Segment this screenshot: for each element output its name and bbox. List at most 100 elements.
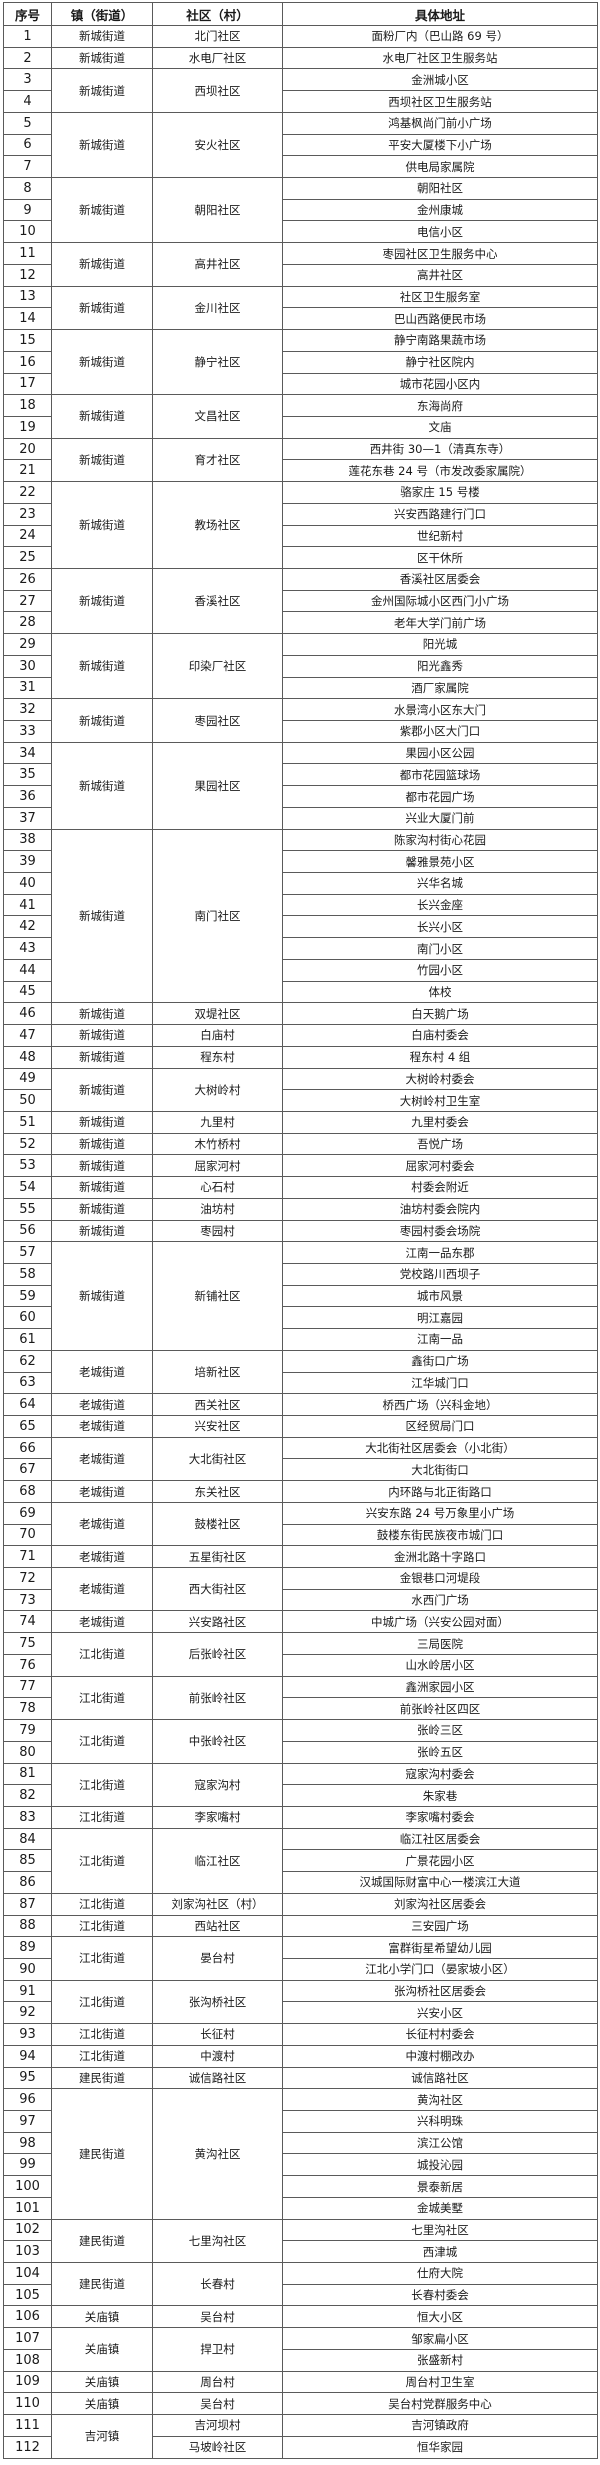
table-row: 89 江北街道 晏台村 富群街星希望幼儿园 xyxy=(3,1936,598,1981)
row-number: 20 xyxy=(3,437,52,461)
row-number: 26 xyxy=(3,567,52,591)
address-cell: 村委会附近 xyxy=(282,1176,598,1199)
community-cell: 李家嘴村 xyxy=(152,1805,283,1829)
row-number: 56 xyxy=(3,1219,52,1243)
row-number: 71 xyxy=(3,1545,52,1569)
community-cell: 水电厂社区 xyxy=(152,46,283,70)
community-cell: 兴安路社区 xyxy=(152,1610,283,1634)
row-number: 34 xyxy=(3,741,52,765)
community-cell: 育才社区 xyxy=(152,437,283,483)
header-no: 序号 xyxy=(3,2,52,26)
row-number: 25 xyxy=(3,546,52,569)
row-number: 58 xyxy=(3,1262,52,1286)
address-cell: 张沟桥社区居委会 xyxy=(282,1979,598,2003)
table-row: 38 新城街道 南门社区 陈家沟村街心花园 xyxy=(3,828,598,1004)
address-cell: 城市风景 xyxy=(282,1284,598,1308)
address-cell: 供电局家属院 xyxy=(282,155,598,179)
table-row: 95 建民街道 诚信路社区 诚信路社区 xyxy=(3,2066,598,2090)
town-cell: 关庙镇 xyxy=(51,2327,153,2372)
town-cell: 江北街道 xyxy=(51,1892,153,1916)
table-row: 9 金州康城 xyxy=(3,198,598,222)
row-number: 98 xyxy=(3,2131,52,2155)
table-row: 15 新城街道 静宁社区 静宁南路果蔬市场 xyxy=(3,329,598,396)
address-cell: 阳光城 xyxy=(282,633,598,656)
address-cell: 城投沁园 xyxy=(282,2153,598,2177)
row-number: 40 xyxy=(3,872,52,895)
row-number: 27 xyxy=(3,589,52,613)
table-row: 11 新城街道 高井社区 枣园社区卫生服务中心 xyxy=(3,242,598,287)
community-cell: 黄沟社区 xyxy=(152,2088,283,2220)
address-cell: 平安大厦楼下小广场 xyxy=(282,133,598,157)
row-number: 41 xyxy=(3,893,52,917)
table-row: 42 长兴小区 xyxy=(3,915,598,939)
address-cell: 面粉厂内（巴山路 69 号） xyxy=(282,25,598,48)
community-cell: 油坊村 xyxy=(152,1197,283,1221)
address-cell: 鼓楼东街民族夜市城门口 xyxy=(282,1523,598,1547)
town-cell: 新城街道 xyxy=(51,1219,153,1243)
community-cell: 九里村 xyxy=(152,1110,283,1134)
table-row: 61 江南一品 xyxy=(3,1328,598,1351)
row-number: 44 xyxy=(3,958,52,982)
community-cell: 白庙村 xyxy=(152,1024,283,1047)
community-cell: 前张岭社区 xyxy=(152,1675,283,1721)
town-cell: 新城街道 xyxy=(51,1241,153,1351)
town-cell: 老城街道 xyxy=(51,1610,153,1634)
row-number: 90 xyxy=(3,1957,52,1981)
address-cell: 枣园社区卫生服务中心 xyxy=(282,242,598,265)
address-cell: 富群街星希望幼儿园 xyxy=(282,1936,598,1959)
table-row: 6 平安大厦楼下小广场 xyxy=(3,133,598,157)
address-cell: 高井社区 xyxy=(282,263,598,287)
address-cell: 长兴小区 xyxy=(282,915,598,939)
community-cell: 兴安社区 xyxy=(152,1415,283,1438)
community-cell: 鼓楼社区 xyxy=(152,1501,283,1547)
address-cell: 张盛新村 xyxy=(282,2348,598,2372)
row-number: 93 xyxy=(3,2023,52,2046)
row-number: 45 xyxy=(3,980,52,1004)
table-row: 31 酒厂家属院 xyxy=(3,676,598,700)
address-cell: 竹园小区 xyxy=(282,958,598,982)
address-cell: 桥西广场（兴科金地） xyxy=(282,1393,598,1416)
row-number: 62 xyxy=(3,1349,52,1373)
row-number: 69 xyxy=(3,1501,52,1525)
community-cell: 文昌社区 xyxy=(152,394,283,439)
address-cell: 中城广场（兴安公园对面） xyxy=(282,1610,598,1634)
community-cell: 安火社区 xyxy=(152,111,283,179)
table-row: 17 城市花园小区内 xyxy=(3,372,598,396)
address-cell: 老年大学门前广场 xyxy=(282,611,598,635)
table-row: 1 新城街道 北门社区 面粉厂内（巴山路 69 号） xyxy=(3,25,598,48)
address-cell: 刘家沟社区居委会 xyxy=(282,1892,598,1916)
row-number: 106 xyxy=(3,2305,52,2329)
row-number: 8 xyxy=(3,177,52,200)
table-row: 5 新城街道 安火社区 鸿基枫尚门前小广场 xyxy=(3,111,598,179)
table-row: 51 新城街道 九里村 九里村委会 xyxy=(3,1110,598,1134)
row-number: 99 xyxy=(3,2153,52,2177)
address-cell: 城市花园小区内 xyxy=(282,372,598,396)
row-number: 87 xyxy=(3,1892,52,1916)
row-number: 39 xyxy=(3,850,52,874)
town-cell: 新城街道 xyxy=(51,741,153,830)
table-row: 27 金州国际城小区西门小广场 xyxy=(3,589,598,613)
table-row: 74 老城街道 兴安路社区 中城广场（兴安公园对面） xyxy=(3,1610,598,1634)
table-row: 46 新城街道 双堤社区 白天鹅广场 xyxy=(3,1002,598,1026)
table-row: 14 巴山西路便民市场 xyxy=(3,307,598,331)
address-cell: 馨雅景苑小区 xyxy=(282,850,598,874)
community-cell: 屈家河村 xyxy=(152,1154,283,1178)
address-cell: 东海尚府 xyxy=(282,394,598,417)
address-cell: 静宁社区院内 xyxy=(282,350,598,374)
table-row: 62 老城街道 培新社区 鑫街口广场 xyxy=(3,1349,598,1395)
table-row: 32 新城街道 枣园社区 水景湾小区东大门 xyxy=(3,698,598,743)
row-number: 83 xyxy=(3,1805,52,1829)
address-cell: 邹家扁小区 xyxy=(282,2327,598,2350)
address-cell: 电信小区 xyxy=(282,220,598,244)
address-cell: 景泰新居 xyxy=(282,2175,598,2198)
table-row: 8 新城街道 朝阳社区 朝阳社区 xyxy=(3,177,598,244)
table-row: 96 建民街道 黄沟社区 黄沟社区 xyxy=(3,2088,598,2220)
table-row: 99 城投沁园 xyxy=(3,2153,598,2177)
table-row: 29 新城街道 印染厂社区 阳光城 xyxy=(3,633,598,700)
table-row: 91 江北街道 张沟桥社区 张沟桥社区居委会 xyxy=(3,1979,598,2025)
community-cell: 双堤社区 xyxy=(152,1002,283,1026)
community-cell: 程东村 xyxy=(152,1045,283,1069)
table-row: 64 老城街道 西关社区 桥西广场（兴科金地） xyxy=(3,1393,598,1416)
row-number: 47 xyxy=(3,1024,52,1047)
row-number: 88 xyxy=(3,1914,52,1938)
